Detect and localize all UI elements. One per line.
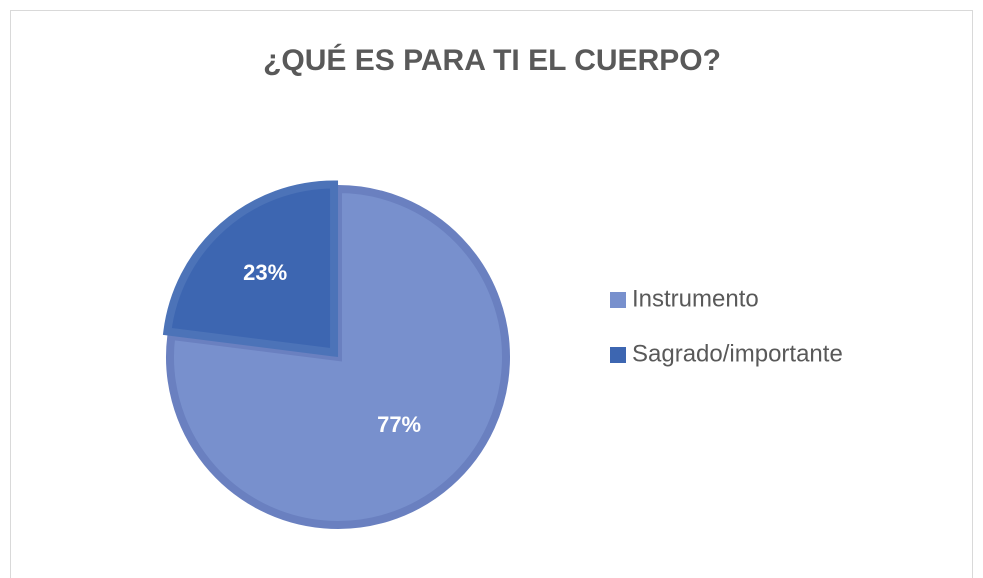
legend-label: Sagrado/importante	[632, 340, 843, 367]
legend-swatch	[610, 292, 626, 308]
chart-title: ¿QUÉ ES PARA TI EL CUERPO?	[263, 43, 721, 77]
legend-swatch	[610, 347, 626, 363]
pie-slice	[166, 184, 510, 529]
legend-label: Instrumento	[632, 285, 759, 312]
data-label: 23%	[243, 260, 287, 285]
data-label: 77%	[377, 412, 421, 437]
pie-slice	[162, 180, 339, 358]
